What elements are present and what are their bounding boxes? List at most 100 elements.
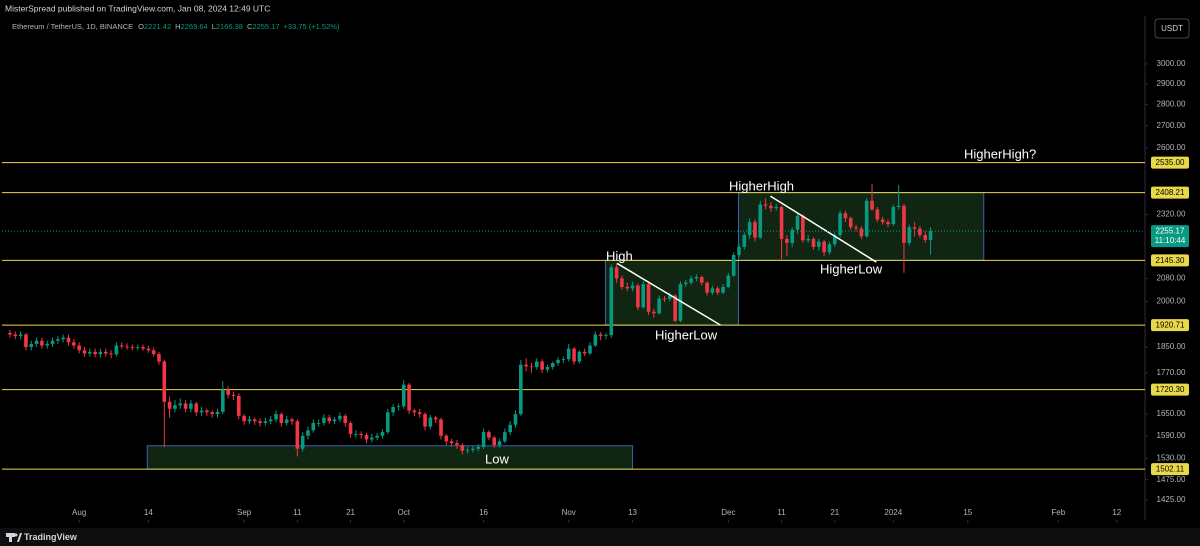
candle-body [625,286,630,289]
candle-body [928,231,933,240]
candle-body [338,415,342,420]
candle-body [550,363,555,368]
y-tick-label: 2700.00 [1157,121,1186,130]
level-price-box [1151,254,1189,267]
candle-body [380,432,385,436]
candle-body [141,347,145,349]
candle-body [183,403,188,409]
candle-body [279,414,284,424]
candle-body [710,288,715,293]
candle-body [135,347,140,348]
candle-body [247,419,252,422]
candle-body [779,206,784,239]
x-tick-label: Oct [398,508,411,517]
x-tick-label: 16 [479,508,488,517]
x-tick-label: Feb [1051,508,1065,517]
candle-body [236,395,241,416]
annotation: Low [485,451,509,466]
trendline [769,195,877,263]
logo-part [9,533,12,542]
candle-body [311,423,316,431]
candle-body [742,235,747,247]
candle-body [178,403,183,406]
currency[interactable]: USDT [1161,24,1183,33]
candle-body [455,443,459,446]
y-tick-label: 1770.00 [1157,368,1186,377]
candle-body [540,361,544,370]
x-tick-label: 21 [346,508,355,517]
candle-body [636,285,640,308]
candle-body [221,389,225,412]
x-tick-label: 14 [144,508,153,517]
candle-body [524,364,528,367]
zone [604,259,739,326]
candle-body [513,414,518,425]
candle-body [359,433,363,436]
candle-body [205,410,209,413]
candle-body [715,288,720,293]
candle-body [215,411,220,415]
publisher: MisterSpread published on TradingView.co… [5,3,270,13]
candle-body [726,275,731,287]
trendline [616,262,721,326]
candle-body [284,419,289,424]
currency-button[interactable] [1154,18,1190,39]
y-tick-label: 2080.00 [1157,274,1186,283]
candle-body [561,359,566,361]
candle-body [492,437,497,446]
candle-body [274,414,278,420]
high-label: H [175,22,180,31]
candle-body [18,334,23,337]
candle-body [231,394,236,396]
level-price-label: 1502.11 [1156,465,1185,474]
candle-body [918,228,922,236]
candle-body [753,222,757,238]
candle-body [189,403,193,409]
logo-part [14,533,18,537]
candle-body [407,384,411,411]
candle-body [646,284,651,312]
x-tick-label: 13 [628,508,637,517]
candle-body [194,403,199,413]
candle-body [529,366,534,368]
candle-body [290,419,294,422]
high: 2269.64 [181,22,208,31]
level-price-label: 1720.30 [1156,385,1185,394]
candle-body [668,295,672,300]
level-price-box [1151,463,1189,476]
candle-body [508,424,512,433]
annotation: High [606,248,633,263]
y-tick-label: 1475.00 [1157,475,1186,484]
candle-body [50,340,55,344]
candle-body [88,351,92,354]
level-price-box [1151,186,1189,199]
candle-body [258,421,262,424]
candle-body [907,227,912,243]
annotation: HigherHigh? [964,146,1036,161]
candle-body [263,421,268,424]
low: 2166.38 [216,22,243,31]
candle-body [785,238,789,243]
last-price-label: 2255.17 [1156,227,1185,236]
candle-body [721,286,725,293]
low-label: L [212,22,216,31]
candle-body [471,448,475,450]
candle-body [763,204,768,206]
candle-body [375,435,379,438]
y-tick-label: 2600.00 [1157,143,1186,152]
candle-body [13,334,18,337]
candle-body [401,384,406,407]
candle-body [843,213,848,219]
candle-body [689,278,693,283]
candle-body [705,282,709,293]
candle-body [854,227,858,229]
candle-body [588,345,592,354]
candle-body [98,351,103,355]
candle-body [545,367,550,370]
candle-body [93,351,97,355]
candle-body [354,433,358,435]
y-tick-label: 1850.00 [1157,342,1186,351]
candle-body [119,345,124,347]
candle-body [817,241,821,247]
candle-body [848,218,853,228]
